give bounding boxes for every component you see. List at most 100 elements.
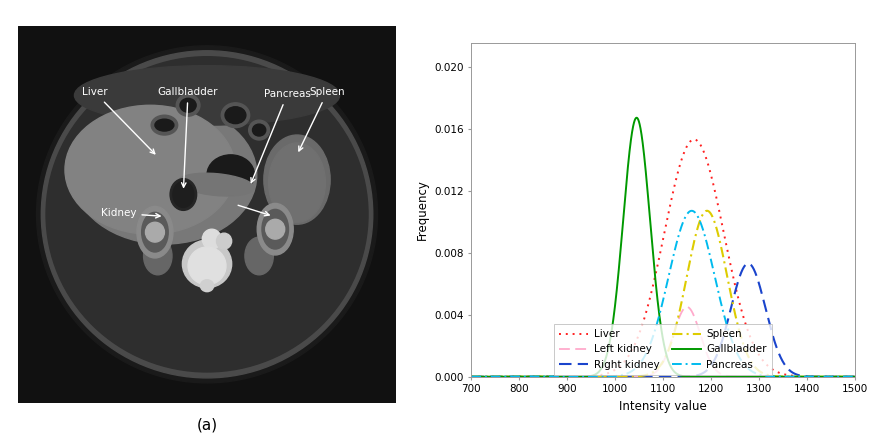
Left kidney xyxy=(849,374,860,379)
Pancreas xyxy=(613,373,624,378)
Ellipse shape xyxy=(182,240,232,288)
Pancreas xyxy=(466,374,477,379)
Liver xyxy=(613,365,624,370)
Spleen xyxy=(849,374,860,379)
Spleen xyxy=(701,208,712,213)
Spleen xyxy=(510,374,521,379)
Pancreas xyxy=(801,374,811,379)
Right kidney xyxy=(801,374,811,379)
Circle shape xyxy=(203,229,221,249)
Right kidney xyxy=(510,374,521,379)
Ellipse shape xyxy=(65,105,235,234)
Right kidney xyxy=(630,374,640,379)
Line: Right kidney: Right kidney xyxy=(471,264,855,377)
Ellipse shape xyxy=(257,204,293,255)
Gallbladder xyxy=(466,374,477,379)
Left kidney xyxy=(801,374,811,379)
Spleen xyxy=(532,374,543,379)
Text: Liver: Liver xyxy=(82,87,155,154)
Right kidney xyxy=(743,261,753,266)
Gallbladder xyxy=(801,374,811,379)
Gallbladder xyxy=(613,272,624,278)
Ellipse shape xyxy=(253,124,266,136)
Text: Kidney: Kidney xyxy=(101,208,160,218)
Ellipse shape xyxy=(142,212,168,252)
Gallbladder xyxy=(510,374,521,379)
Pancreas xyxy=(630,366,640,372)
Ellipse shape xyxy=(200,280,214,292)
X-axis label: Intensity value: Intensity value xyxy=(619,400,707,413)
Liver xyxy=(842,374,853,379)
Liver xyxy=(466,374,477,379)
Ellipse shape xyxy=(137,207,173,258)
Liver xyxy=(849,374,860,379)
Left kidney xyxy=(630,374,640,379)
Ellipse shape xyxy=(74,66,339,125)
Ellipse shape xyxy=(179,173,255,196)
Left kidney xyxy=(466,374,477,379)
Right kidney xyxy=(532,374,543,379)
Text: Pancreas: Pancreas xyxy=(251,89,311,183)
Y-axis label: Frequency: Frequency xyxy=(416,180,428,240)
Gallbladder xyxy=(532,374,543,379)
Left kidney xyxy=(682,304,692,310)
Ellipse shape xyxy=(173,181,194,207)
Left kidney xyxy=(532,374,543,379)
Ellipse shape xyxy=(144,237,172,275)
Gallbladder xyxy=(842,374,853,379)
Legend: Liver, Left kidney, Right kidney, Spleen, Gallbladder, Pancreas: Liver, Left kidney, Right kidney, Spleen… xyxy=(554,324,772,375)
Right kidney xyxy=(613,374,624,379)
Gallbladder xyxy=(849,374,860,379)
Ellipse shape xyxy=(152,115,178,135)
Liver xyxy=(630,342,640,347)
Ellipse shape xyxy=(170,179,196,210)
Spleen xyxy=(613,374,624,379)
Liver xyxy=(689,137,700,142)
Ellipse shape xyxy=(72,105,256,244)
Ellipse shape xyxy=(155,119,174,131)
Ellipse shape xyxy=(176,94,200,116)
Ellipse shape xyxy=(262,210,288,249)
Spleen xyxy=(466,374,477,379)
Text: (a): (a) xyxy=(196,417,218,433)
Ellipse shape xyxy=(225,107,246,124)
Pancreas xyxy=(686,208,697,213)
Liver xyxy=(801,374,811,379)
Gallbladder xyxy=(630,117,640,123)
Liver xyxy=(532,374,543,379)
Pancreas xyxy=(510,374,521,379)
Left kidney xyxy=(842,374,853,379)
Circle shape xyxy=(145,222,165,242)
Left kidney xyxy=(510,374,521,379)
Spleen xyxy=(630,374,640,379)
Spleen xyxy=(801,374,811,379)
Gallbladder xyxy=(632,115,642,120)
Line: Liver: Liver xyxy=(471,139,855,377)
Text: Gallbladder: Gallbladder xyxy=(158,87,218,187)
Line: Gallbladder: Gallbladder xyxy=(471,118,855,377)
Ellipse shape xyxy=(269,143,325,222)
Text: Spleen: Spleen xyxy=(299,87,345,151)
Ellipse shape xyxy=(46,57,368,372)
Circle shape xyxy=(266,219,285,239)
Spleen xyxy=(842,374,853,379)
Circle shape xyxy=(217,233,232,249)
Pancreas xyxy=(842,374,853,379)
Ellipse shape xyxy=(180,98,196,112)
Line: Pancreas: Pancreas xyxy=(471,211,855,377)
Ellipse shape xyxy=(264,135,330,224)
Ellipse shape xyxy=(221,103,249,128)
Ellipse shape xyxy=(36,46,377,383)
Liver xyxy=(510,374,521,379)
Left kidney xyxy=(613,374,624,379)
Right kidney xyxy=(842,374,853,379)
Ellipse shape xyxy=(245,237,273,275)
Line: Spleen: Spleen xyxy=(471,211,855,377)
Line: Left kidney: Left kidney xyxy=(471,307,855,377)
Pancreas xyxy=(532,374,543,379)
Right kidney xyxy=(466,374,477,379)
Pancreas xyxy=(849,374,860,379)
Ellipse shape xyxy=(188,247,226,285)
Ellipse shape xyxy=(207,155,255,194)
Ellipse shape xyxy=(248,120,270,140)
